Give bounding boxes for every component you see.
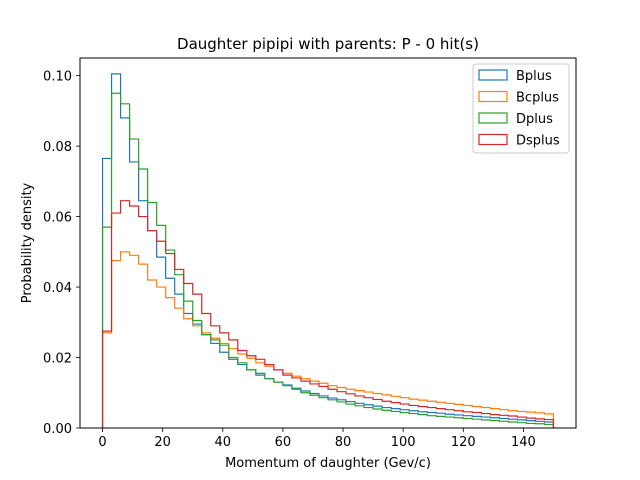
series-dsplus-step-line [101,200,555,428]
x-axis-ticks: 0 20 40 60 80 100 120 140 [98,428,536,450]
x-tick-label: 40 [215,435,232,450]
x-tick-label: 100 [391,435,416,450]
plot-area-border [79,57,577,429]
plot-series [101,73,555,428]
y-tick-label: 0.02 [43,352,72,367]
legend-swatch-bcplus [478,90,508,103]
x-tick-label: 20 [154,435,171,450]
y-axis-ticks: 0.00 0.02 0.04 0.06 0.08 0.10 [43,70,80,437]
y-tick-label: 0.04 [43,281,72,296]
legend-box [472,63,570,154]
legend-swatch-dplus [478,112,508,124]
axes-frame [79,57,577,429]
y-tick-label: 0.10 [43,70,72,85]
y-axis-label: Probability density [20,182,35,303]
x-tick-label: 0 [98,435,106,450]
chart-title: Daughter pipipi with parents: P - 0 hit(… [177,35,479,53]
legend-label-dsplus: Dsplus [516,134,560,149]
legend-label-bcplus: Bcplus [516,91,559,106]
x-tick-label: 120 [451,435,476,450]
x-tick-label: 80 [335,435,352,450]
y-tick-label: 0.08 [43,140,72,155]
x-tick-label: 60 [275,435,292,450]
series-dplus-step-line [101,92,555,428]
series-bplus-step-line [101,73,555,428]
legend-label-bplus: Bplus [516,69,552,84]
x-axis-label: Momentum of daughter (Gev/c) [225,456,431,471]
series-bcplus-step-line [101,251,555,428]
legend-swatch-dsplus [478,133,508,146]
legend-swatch-bplus [478,69,508,81]
legend-label-dplus: Dplus [516,112,553,127]
x-tick-label: 140 [511,435,536,450]
y-tick-label: 0.00 [43,422,72,437]
legend: Bplus Bcplus Dplus Dsplus [472,63,570,154]
y-tick-label: 0.06 [43,211,72,226]
